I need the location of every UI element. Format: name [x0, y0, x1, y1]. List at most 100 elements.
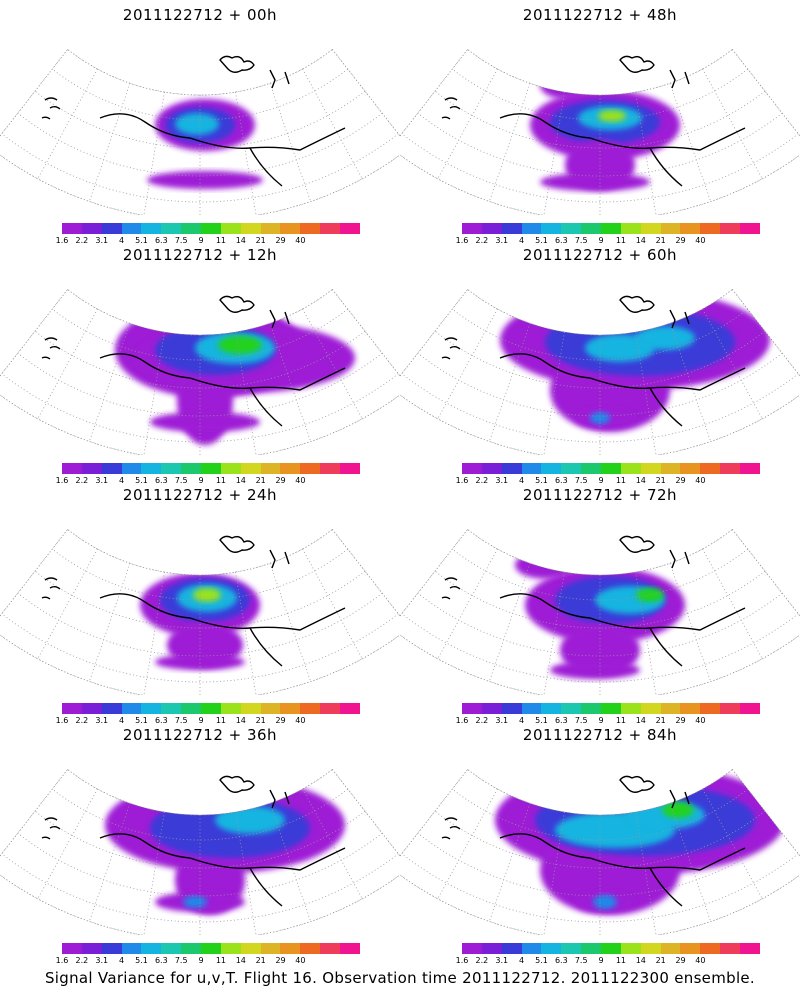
colorbar-swatch	[740, 943, 760, 954]
colorbar-swatch	[680, 943, 701, 954]
map-panel: 2011122712 + 24h 1.6 2.2 3.1 4 5.1 6.3 7.5 9 11 14…	[0, 480, 400, 725]
colorbar-swatch	[481, 703, 502, 714]
colorbar-tick-label: 21	[255, 956, 266, 965]
colorbar-swatch	[121, 943, 142, 954]
colorbar-swatch	[620, 223, 641, 234]
colorbar-tick-label: 3.1	[495, 236, 509, 245]
colorbar-tick-label: 29	[675, 476, 686, 485]
colorbar-tick-label: 5.1	[535, 236, 548, 245]
colorbar-tick-label: 11	[215, 476, 227, 485]
colorbar-swatch	[501, 703, 522, 714]
colorbar-swatch	[81, 463, 102, 474]
colorbar-swatch	[62, 703, 82, 714]
colorbar-swatch	[320, 463, 341, 474]
colorbar-swatch	[481, 943, 502, 954]
colorbar-tick-label: 40	[695, 476, 706, 485]
colorbar-labels: 1.6 2.2 3.1 4 5.1 6.3 7.5 9 11 14 21 29 40	[56, 476, 360, 486]
colorbar-tick-label: 7.5	[574, 476, 588, 485]
variance-contour	[540, 71, 590, 99]
colorbar-tick-label: 11	[215, 716, 227, 725]
colorbar-swatch	[462, 463, 482, 474]
colorbar-swatch	[62, 223, 82, 234]
colorbar-swatch	[101, 463, 122, 474]
colorbar-swatch	[340, 223, 360, 234]
colorbar-swatch	[700, 943, 721, 954]
figure-caption: Signal Variance for u,v,T. Flight 16. Ob…	[44, 969, 756, 987]
colorbar-swatch	[561, 943, 582, 954]
colorbar-swatch	[620, 703, 641, 714]
variance-contour	[147, 171, 263, 189]
map-panel: 2011122712 + 36h 1.6 2.2 3.1 4 5.1 6.3 7.5 9 11 14…	[0, 720, 400, 965]
colorbar-swatch	[121, 223, 142, 234]
colorbar-swatch	[680, 223, 701, 234]
colorbar-swatch	[280, 703, 301, 714]
map-panel: 2011122712 + 60h 1.6 2.2 3.1 4 5.1 6.3 7.5 9 11 14…	[400, 240, 800, 485]
colorbar-tick-label: 4	[519, 236, 525, 245]
colorbar-tick-label: 29	[275, 956, 286, 965]
colorbar-labels: 1.6 2.2 3.1 4 5.1 6.3 7.5 9 11 14 21 29 40	[56, 716, 360, 726]
colorbar-tick-label: 5.1	[535, 956, 548, 965]
colorbar-swatch	[340, 703, 360, 714]
panel-title: 2011122712 + 12h	[122, 246, 278, 264]
variance-contour	[635, 326, 695, 350]
colorbar-swatch	[101, 703, 122, 714]
colorbar-tick-label: 40	[295, 716, 306, 725]
colorbar-labels: 1.6 2.2 3.1 4 5.1 6.3 7.5 9 11 14 21 29 40	[456, 476, 760, 486]
panel-title: 2011122712 + 36h	[122, 726, 278, 744]
colorbar-swatch	[62, 463, 82, 474]
colorbar-labels: 1.6 2.2 3.1 4 5.1 6.3 7.5 9 11 14 21 29 40	[456, 236, 760, 246]
colorbar-swatch	[220, 943, 241, 954]
colorbar-tick-label: 1.6	[455, 236, 469, 245]
colorbar-tick-label: 3.1	[95, 476, 109, 485]
colorbar-swatch	[501, 943, 522, 954]
colorbar-tick-label: 21	[655, 956, 666, 965]
colorbar-swatch	[280, 943, 301, 954]
colorbar-swatch	[541, 943, 562, 954]
colorbar-tick-label: 11	[215, 236, 227, 245]
variance-contour	[593, 895, 617, 909]
colorbar-swatch	[240, 703, 261, 714]
variance-field	[105, 777, 345, 915]
colorbar-tick-label: 40	[295, 476, 306, 485]
colorbar-tick-label: 6.3	[154, 956, 168, 965]
colorbar-tick-label: 21	[655, 716, 666, 725]
colorbar-tick-label: 7.5	[174, 236, 188, 245]
colorbar-swatch	[700, 703, 721, 714]
colorbar-swatch	[521, 463, 542, 474]
colorbar-tick-label: 4	[119, 956, 125, 965]
colorbar	[62, 223, 360, 234]
variance-contour	[598, 110, 626, 122]
variance-field	[115, 302, 355, 445]
colorbar-swatch	[601, 703, 621, 714]
colorbar-tick-label: 29	[675, 236, 686, 245]
colorbar-swatch	[541, 703, 562, 714]
colorbar-swatch	[620, 943, 641, 954]
colorbar-tick-label: 14	[235, 956, 246, 965]
variance-contour	[515, 551, 575, 579]
colorbar-swatch	[700, 223, 721, 234]
colorbar-tick-label: 9	[198, 716, 204, 725]
colorbar-tick-label: 9	[598, 956, 604, 965]
colorbar-tick-label: 11	[615, 236, 627, 245]
colorbar-swatch	[240, 463, 261, 474]
colorbar-tick-label: 3.1	[95, 956, 109, 965]
colorbar-tick-label: 21	[655, 236, 666, 245]
colorbar-swatch	[740, 463, 760, 474]
colorbar-swatch	[640, 463, 661, 474]
colorbar-tick-label: 1.6	[455, 716, 469, 725]
colorbar-labels: 1.6 2.2 3.1 4 5.1 6.3 7.5 9 11 14 21 29 40	[56, 956, 360, 966]
colorbar-swatch	[561, 703, 582, 714]
colorbar-labels: 1.6 2.2 3.1 4 5.1 6.3 7.5 9 11 14 21 29 40	[56, 236, 360, 246]
colorbar-swatch	[601, 943, 621, 954]
variance-field	[147, 99, 263, 189]
panel-title: 2011122712 + 60h	[522, 246, 678, 264]
colorbar-swatch	[720, 223, 741, 234]
colorbar-swatch	[181, 703, 202, 714]
variance-contour	[155, 654, 245, 670]
variance-contour	[550, 661, 640, 679]
colorbar-swatch	[680, 703, 701, 714]
colorbar-swatch	[141, 703, 162, 714]
variance-contour	[150, 412, 260, 432]
coastline	[441, 775, 746, 907]
colorbar-tick-label: 21	[255, 476, 266, 485]
